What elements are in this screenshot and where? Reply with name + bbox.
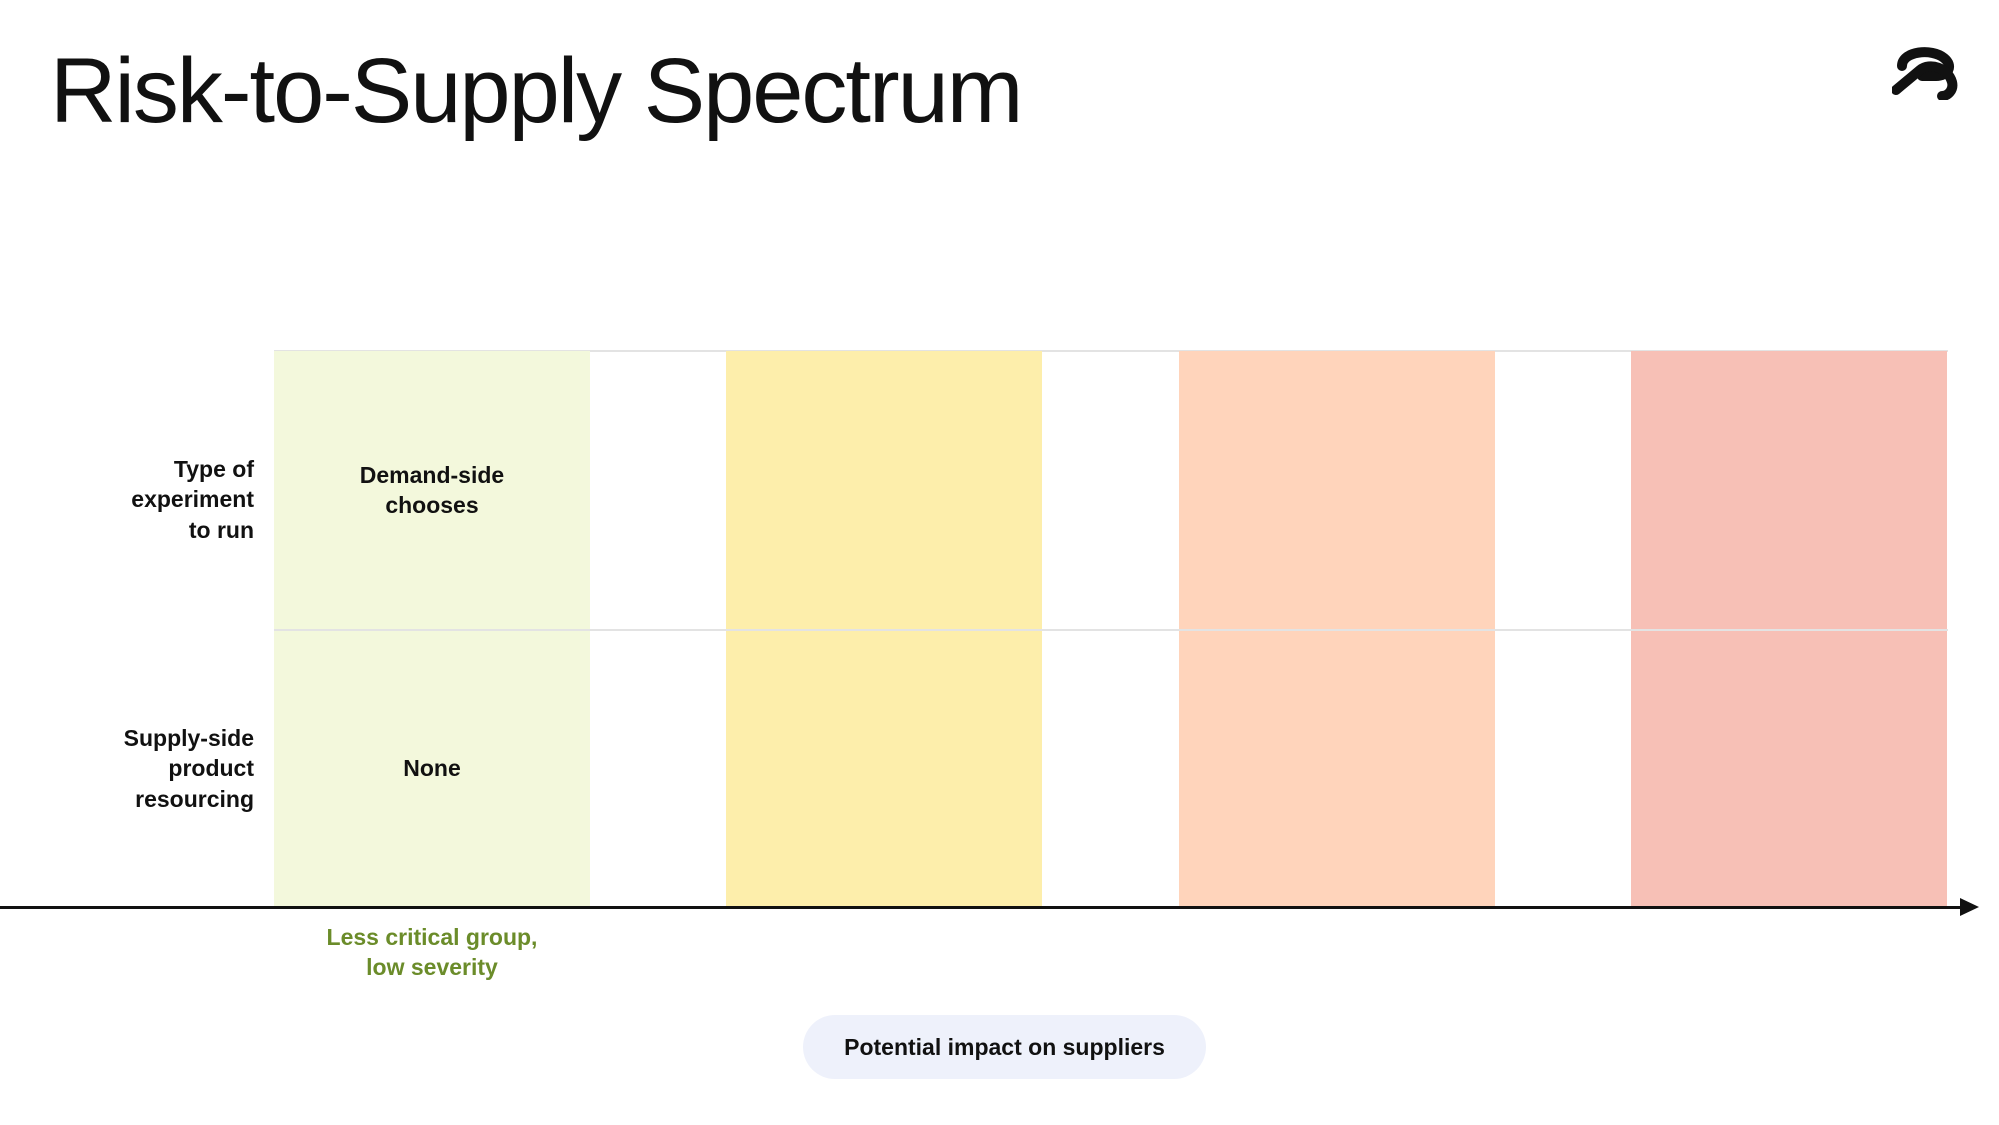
grid-row-divider: [274, 629, 1948, 631]
axis-arrow-icon: [1960, 898, 1979, 916]
row-label-experiment-type: Type of experiment to run: [60, 454, 254, 545]
cell-text-line: None: [403, 754, 461, 781]
page-title: Risk-to-Supply Spectrum: [50, 40, 1023, 142]
cell-text-line: Demand-side: [359, 461, 505, 488]
row-label-supply-resourcing: Supply-side product resourcing: [60, 723, 254, 814]
cell-supply-resourcing: None: [274, 629, 590, 907]
row-label-line: resourcing: [135, 785, 254, 812]
axis-label-pill: Potential impact on suppliers: [803, 1015, 1206, 1079]
severity-label-line: low severity: [366, 954, 498, 981]
cell-experiment-type: Demand-side chooses: [274, 351, 590, 629]
impact-axis-line: [0, 906, 1962, 909]
severity-label-line: Less critical group,: [326, 924, 538, 950]
brand-logo-icon: [1892, 47, 1958, 100]
grid-top-line: [274, 350, 1948, 352]
row-label-line: experiment: [131, 486, 254, 513]
row-label-line: product: [168, 755, 254, 782]
severity-label-low: Less critical group, low severity: [274, 922, 590, 983]
row-label-line: Supply-side: [123, 725, 254, 751]
cell-text-line: chooses: [385, 492, 479, 518]
row-label-line: Type of: [173, 456, 254, 482]
row-label-line: to run: [188, 516, 254, 543]
